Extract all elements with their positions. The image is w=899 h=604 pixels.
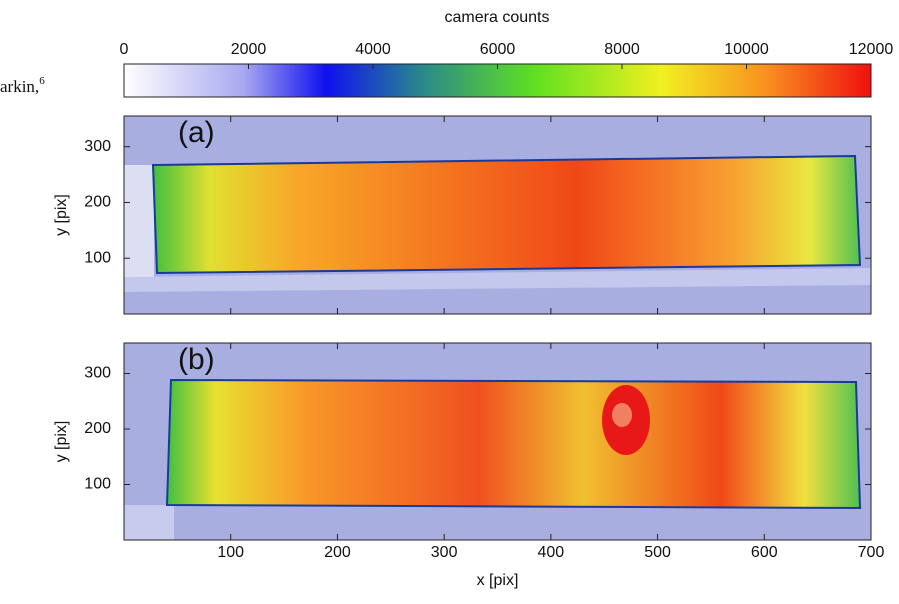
caption-fragment: arkin,6 bbox=[0, 75, 45, 96]
caption-text: arkin, bbox=[0, 77, 39, 96]
panel-label: (a) bbox=[178, 116, 215, 149]
colorbar-tick-label: 8000 bbox=[604, 41, 640, 58]
x-tick-label: 400 bbox=[538, 544, 565, 561]
colorbar-tick-label: 4000 bbox=[355, 41, 391, 58]
colorbar-tick-label: 0 bbox=[120, 41, 129, 58]
y-tick-label: 300 bbox=[84, 365, 111, 382]
panel-label: (b) bbox=[178, 343, 215, 376]
y-tick-label: 300 bbox=[84, 138, 111, 155]
x-tick-label: 300 bbox=[431, 544, 458, 561]
panel-image bbox=[124, 116, 871, 314]
colorbar-tick-label: 2000 bbox=[231, 41, 267, 58]
colorbar-tick-label: 12000 bbox=[849, 41, 894, 58]
x-tick-label: 700 bbox=[858, 544, 885, 561]
y-tick-label: 100 bbox=[84, 249, 111, 266]
y-axis-label: y [pix] bbox=[53, 194, 70, 236]
panel-frame bbox=[123, 115, 872, 315]
panel-image bbox=[124, 343, 871, 540]
y-tick-label: 100 bbox=[84, 476, 111, 493]
x-tick-label: 500 bbox=[644, 544, 671, 561]
panel-frame bbox=[123, 342, 872, 541]
y-tick-label: 200 bbox=[84, 194, 111, 211]
x-tick-label: 100 bbox=[217, 544, 244, 561]
colorbar-label: camera counts bbox=[445, 9, 550, 26]
colorbar-tick-label: 10000 bbox=[724, 41, 769, 58]
x-tick-label: 200 bbox=[324, 544, 351, 561]
colorbar-tick-label: 6000 bbox=[480, 41, 516, 58]
caption-sup: 6 bbox=[39, 75, 45, 87]
x-tick-label: 600 bbox=[751, 544, 778, 561]
y-tick-label: 200 bbox=[84, 420, 111, 437]
x-axis-label: x [pix] bbox=[477, 572, 519, 589]
colorbar bbox=[123, 63, 872, 98]
y-axis-label: y [pix] bbox=[53, 421, 70, 463]
